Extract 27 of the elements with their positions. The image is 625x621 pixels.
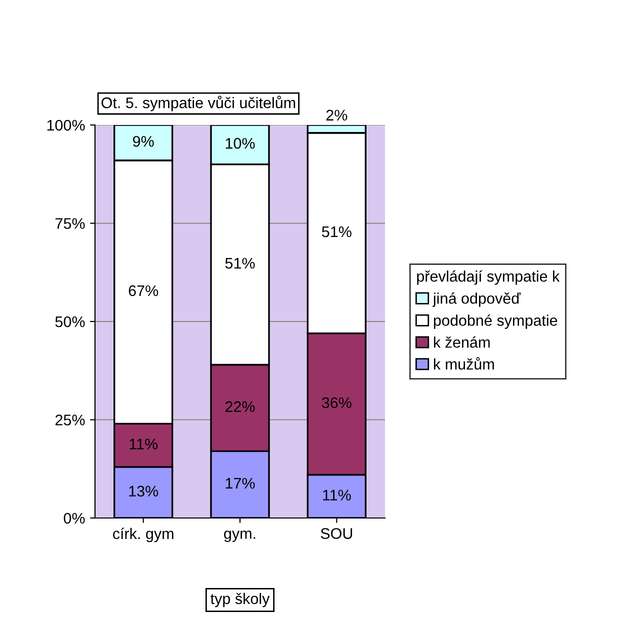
- data-label: 9%: [133, 136, 154, 147]
- legend-label: jiná odpověď: [432, 292, 521, 307]
- x-tick-label: SOU: [320, 528, 352, 539]
- data-label: 10%: [226, 138, 255, 149]
- legend-title: převládají sympatie k: [417, 270, 560, 285]
- chart-title: Ot. 5. sympatie vůči učitelům: [102, 96, 296, 112]
- y-tick-label: 0%: [64, 512, 85, 524]
- y-tick-label: 25%: [55, 414, 85, 426]
- data-label: 51%: [225, 258, 255, 269]
- data-label: 11%: [323, 490, 351, 500]
- legend-label: k ženám: [434, 336, 490, 348]
- data-label: 51%: [322, 226, 352, 238]
- y-tick-label: 50%: [55, 316, 85, 328]
- data-label: 36%: [322, 397, 352, 408]
- x-tick-label: círk. gym: [113, 528, 174, 542]
- data-label: 2%: [326, 110, 348, 121]
- legend-label: podobné sympatie: [434, 314, 558, 329]
- y-tick-label: 75%: [55, 218, 85, 229]
- legend-label: k mužům: [434, 357, 494, 370]
- data-label: 22%: [225, 401, 255, 412]
- x-tick-label: gym.: [224, 530, 256, 542]
- y-tick-label: 100%: [47, 120, 85, 131]
- data-label: 11%: [130, 438, 158, 450]
- data-label: 13%: [129, 486, 158, 497]
- data-label: 67%: [128, 285, 158, 296]
- data-label: 17%: [226, 478, 255, 489]
- x-axis-title: typ školy: [210, 592, 270, 608]
